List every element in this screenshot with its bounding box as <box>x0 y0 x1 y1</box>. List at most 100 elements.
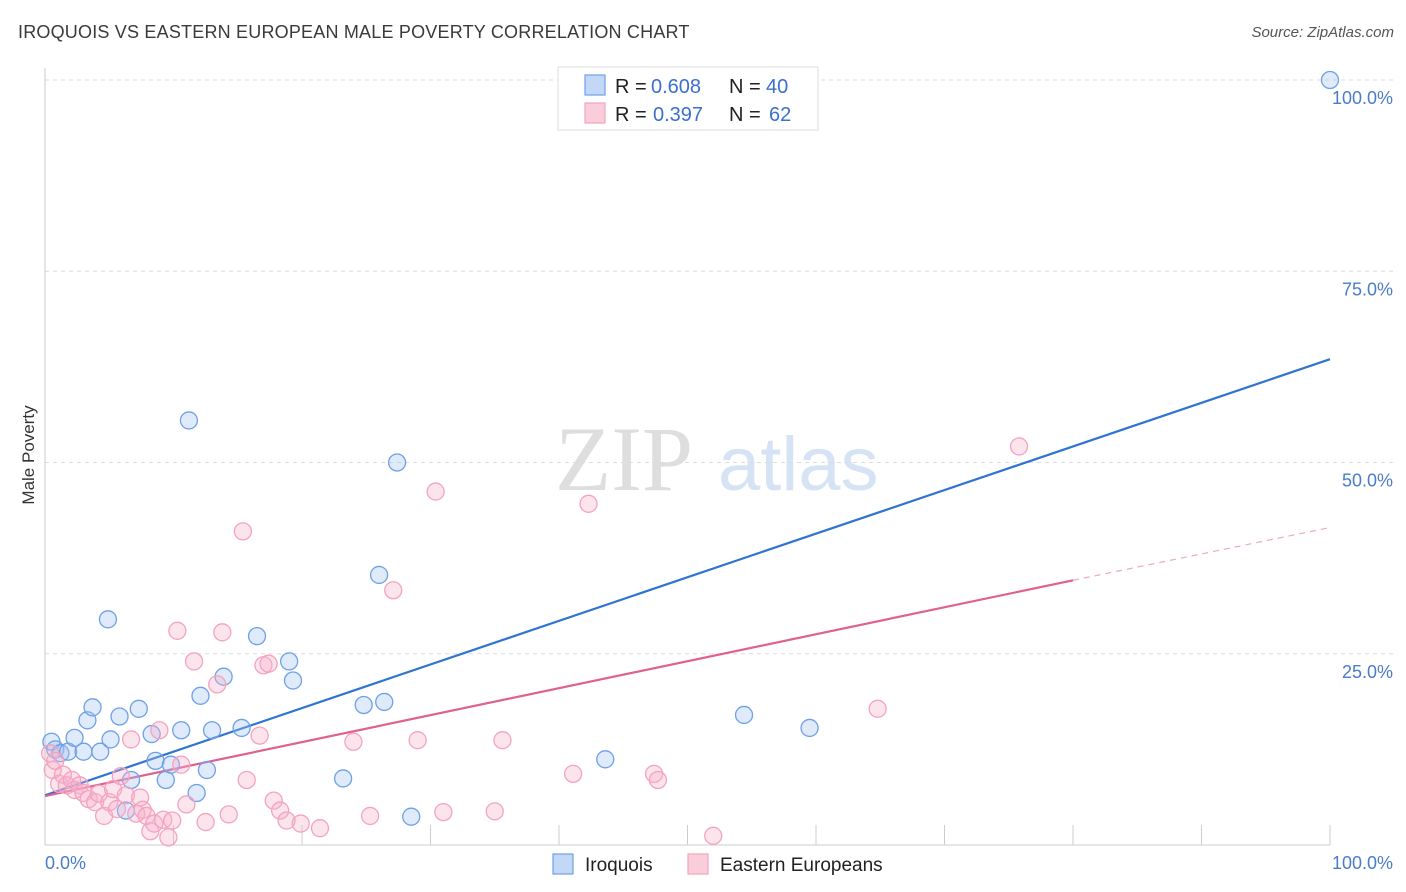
source-credit: Source: ZipAtlas.com <box>1251 24 1394 41</box>
point-1-32 <box>177 795 196 814</box>
point-1-25 <box>145 814 164 833</box>
bottom-legend-label-eastern: Eastern Europeans <box>720 855 883 876</box>
point-1-46 <box>291 814 310 833</box>
data-points <box>40 70 1340 847</box>
point-1-42 <box>259 654 278 673</box>
point-1-49 <box>360 806 380 826</box>
y-tick-label-2: 75.0% <box>1342 279 1393 299</box>
point-0-36 <box>596 750 615 769</box>
point-1-18 <box>116 786 136 805</box>
point-1-17 <box>111 767 130 786</box>
point-1-33 <box>184 652 204 671</box>
point-1-31 <box>172 755 191 774</box>
point-1-61 <box>868 699 887 718</box>
trend-lines <box>44 358 1331 798</box>
series-legend: Iroquois Eastern Europeans <box>552 853 883 876</box>
legend-r-label-eastern: R = <box>615 104 647 126</box>
point-0-18 <box>161 755 181 774</box>
trend-line-extension-1 <box>1072 526 1331 581</box>
watermark-atlas: atlas <box>718 422 879 507</box>
point-1-60 <box>704 826 723 845</box>
point-0-5 <box>74 742 93 761</box>
legend-swatch-iroquois <box>584 74 606 96</box>
point-0-38 <box>800 718 819 738</box>
legend-r-label-iroquois: R = <box>615 76 647 98</box>
point-1-53 <box>434 802 453 822</box>
y-tick-labels: 25.0% 50.0% 75.0% 100.0% <box>1332 88 1393 682</box>
point-1-37 <box>219 805 238 824</box>
point-1-55 <box>493 731 512 750</box>
point-0-34 <box>387 453 407 472</box>
chart-title: IROQUOIS VS EASTERN EUROPEAN MALE POVERT… <box>18 22 690 42</box>
point-0-8 <box>91 742 110 761</box>
point-0-31 <box>354 695 373 715</box>
point-0-20 <box>179 411 199 430</box>
point-0-11 <box>110 707 129 726</box>
stats-legend: R = 0.608 N = 40 R = 0.397 N = 62 <box>557 66 819 131</box>
point-0-16 <box>146 751 165 770</box>
legend-n-label-iroquois: N = <box>729 76 761 98</box>
point-0-22 <box>191 686 210 705</box>
point-0-28 <box>279 652 299 671</box>
legend-r-value-eastern: 0.397 <box>653 104 703 126</box>
point-0-37 <box>734 705 754 725</box>
watermark-zip: ZIP <box>555 408 693 510</box>
point-1-28 <box>159 828 178 847</box>
legend-n-value-eastern: 62 <box>769 104 791 126</box>
y-axis-title: Male Poverty <box>19 405 38 505</box>
point-0-21 <box>187 783 206 803</box>
y-tick-label-0: 25.0% <box>1342 662 1393 682</box>
point-0-19 <box>172 721 191 740</box>
point-0-39 <box>1320 70 1340 90</box>
point-1-19 <box>121 730 141 749</box>
point-0-14 <box>129 699 148 718</box>
point-1-54 <box>485 802 504 821</box>
point-0-32 <box>369 565 389 585</box>
point-1-56 <box>563 764 583 784</box>
point-0-23 <box>197 760 217 780</box>
point-0-30 <box>333 769 353 788</box>
point-0-10 <box>101 730 120 749</box>
point-1-51 <box>408 731 427 750</box>
point-1-34 <box>196 812 215 832</box>
trend-line-1 <box>44 579 1074 798</box>
point-0-17 <box>156 770 175 790</box>
bottom-legend-swatch-iroquois <box>552 853 574 875</box>
legend-n-label-eastern: N = <box>729 104 761 126</box>
point-1-57 <box>579 494 598 513</box>
point-0-29 <box>283 671 303 690</box>
point-1-2 <box>46 751 65 770</box>
trend-line-0 <box>44 358 1331 797</box>
point-1-36 <box>213 623 232 642</box>
legend-n-value-iroquois: 40 <box>766 76 788 98</box>
point-0-33 <box>375 692 394 712</box>
point-0-26 <box>232 718 251 738</box>
point-1-59 <box>648 770 668 790</box>
point-1-40 <box>250 726 269 745</box>
y-tick-label-3: 100.0% <box>1332 88 1393 108</box>
point-0-7 <box>83 698 102 717</box>
point-0-24 <box>202 721 222 740</box>
point-1-45 <box>277 811 296 830</box>
bottom-legend-swatch-eastern <box>687 853 709 875</box>
legend-swatch-eastern <box>584 102 606 124</box>
watermark: ZIP atlas <box>555 408 879 510</box>
y-tick-label-1: 50.0% <box>1342 471 1393 491</box>
point-1-38 <box>233 522 253 541</box>
point-1-48 <box>344 732 363 751</box>
point-0-27 <box>247 627 267 646</box>
point-1-4 <box>53 765 73 784</box>
legend-r-value-iroquois: 0.608 <box>651 76 701 98</box>
point-1-30 <box>168 621 187 640</box>
x-tick-label-0: 0.0% <box>45 853 86 873</box>
point-1-29 <box>163 811 182 830</box>
point-1-35 <box>208 675 227 694</box>
point-1-47 <box>310 819 330 838</box>
point-1-62 <box>1009 437 1029 456</box>
point-1-43 <box>264 791 283 810</box>
point-0-9 <box>98 610 118 629</box>
x-tick-label-1: 100.0% <box>1332 853 1393 873</box>
point-1-44 <box>271 801 290 820</box>
point-1-52 <box>426 482 445 501</box>
axes <box>44 68 1331 846</box>
